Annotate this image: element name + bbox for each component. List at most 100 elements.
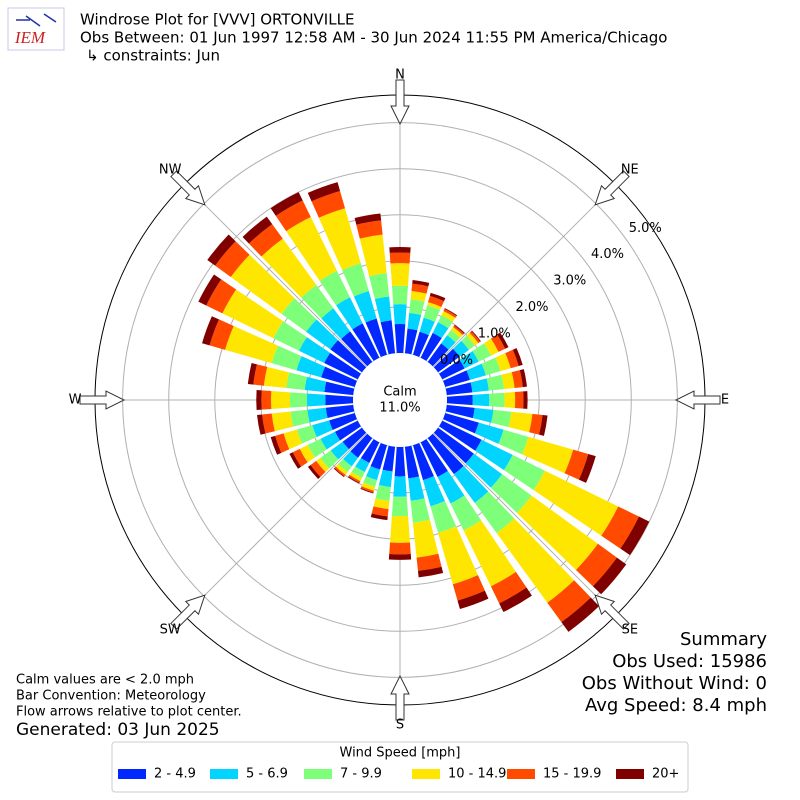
bar-segment xyxy=(444,308,458,316)
bar-segment xyxy=(417,566,444,578)
legend-swatch xyxy=(507,769,535,779)
bar-segment xyxy=(324,381,355,396)
bar-segment xyxy=(472,393,490,407)
bar-segment xyxy=(324,352,362,380)
bar-segment xyxy=(334,420,362,441)
summary: Obs Without Wind: 0 xyxy=(582,673,767,694)
flow-arrow xyxy=(594,170,630,206)
bar-segment xyxy=(471,330,481,342)
bar-segment xyxy=(564,449,589,480)
direction-label: SW xyxy=(160,622,181,637)
bar-segment xyxy=(369,273,390,299)
bar-segment xyxy=(450,326,463,338)
legend-label: 2 - 4.9 xyxy=(154,767,196,782)
bar-segment xyxy=(474,491,515,534)
constraints: ↳ constraints: Jun xyxy=(86,47,220,65)
bar-segment xyxy=(206,279,237,314)
bar-segment xyxy=(409,299,425,316)
legend-swatch xyxy=(616,769,644,779)
bar-segment xyxy=(503,454,545,491)
logo: IEM xyxy=(7,7,65,51)
bar-segment xyxy=(275,433,290,453)
bar-segment xyxy=(333,467,345,478)
bar-segment xyxy=(257,414,266,435)
bar-segment xyxy=(504,391,516,409)
bar-segment xyxy=(355,458,370,473)
bar-segment xyxy=(310,460,326,477)
bar-segment xyxy=(393,304,407,325)
bar-segment xyxy=(349,471,363,482)
bar-segment xyxy=(281,298,317,332)
bar-segment xyxy=(390,515,410,543)
bar-segment xyxy=(461,335,475,350)
bar-segment xyxy=(207,234,236,266)
bar-segment xyxy=(427,302,442,310)
bar-segment xyxy=(329,412,358,430)
flow-arrow xyxy=(594,594,630,630)
bar-segment xyxy=(407,312,422,331)
bar-segment xyxy=(491,409,512,428)
bar-segment xyxy=(222,289,284,339)
bar-segment xyxy=(393,476,407,497)
bar-segment xyxy=(198,274,222,306)
bar-segment xyxy=(351,466,365,478)
bar-segment xyxy=(301,284,334,319)
bar-segment xyxy=(202,316,220,346)
bar-segment xyxy=(412,519,439,558)
bar-segment xyxy=(360,487,374,494)
bar-segment xyxy=(523,391,528,409)
angular-grid-line xyxy=(432,432,617,617)
bar-segment xyxy=(378,469,393,488)
bar-segment xyxy=(225,325,278,364)
bar-segment xyxy=(370,513,388,521)
bar-segment xyxy=(529,413,543,435)
bar-segment xyxy=(275,200,311,232)
bar-segment xyxy=(420,332,442,362)
legend-frame xyxy=(111,741,689,793)
bar-segment xyxy=(419,317,435,336)
bar-segment xyxy=(392,285,408,305)
flow-arrow xyxy=(79,390,126,410)
bar-segment xyxy=(442,412,479,434)
bar-segment xyxy=(374,296,392,323)
direction-label: NW xyxy=(159,163,182,178)
bar-segment xyxy=(484,338,499,356)
bar-segment xyxy=(359,234,387,277)
r-tick-label: 3.0% xyxy=(553,274,586,289)
bar-segment xyxy=(299,445,315,463)
note: Calm values are < 2.0 mph xyxy=(16,673,194,688)
bar-segment xyxy=(459,351,479,369)
bar-segment xyxy=(441,310,456,322)
bar-segment xyxy=(470,378,489,393)
bar-segment xyxy=(394,446,406,477)
angular-grid-line xyxy=(432,183,617,368)
bar-segment xyxy=(334,466,346,477)
bar-segment xyxy=(318,208,361,270)
bar-segment xyxy=(427,433,464,475)
bar-segment xyxy=(311,190,346,218)
bar-segment xyxy=(472,407,494,423)
bar-segment xyxy=(466,332,479,346)
bar-segment xyxy=(481,357,501,376)
flow-arrow xyxy=(170,170,206,206)
bar-segment xyxy=(469,331,481,344)
bar-segment xyxy=(437,471,465,504)
bar-segment xyxy=(307,464,321,480)
bar-segment xyxy=(373,498,390,510)
bar-segment xyxy=(365,318,388,358)
bar-segment xyxy=(253,364,268,386)
bar-segment xyxy=(319,270,350,306)
direction-label: S xyxy=(396,718,404,733)
bar-segment xyxy=(296,425,317,444)
bar-segment xyxy=(423,305,441,322)
direction-label: N xyxy=(395,68,405,83)
bar-segment xyxy=(497,332,509,349)
bar-segment xyxy=(463,520,516,587)
bar-segment xyxy=(410,498,430,523)
r-tick-label: 2.0% xyxy=(515,300,548,315)
summary: Summary xyxy=(680,629,767,650)
bar-segment xyxy=(514,391,524,409)
bar-segment xyxy=(391,496,409,517)
bar-segment xyxy=(321,308,351,340)
